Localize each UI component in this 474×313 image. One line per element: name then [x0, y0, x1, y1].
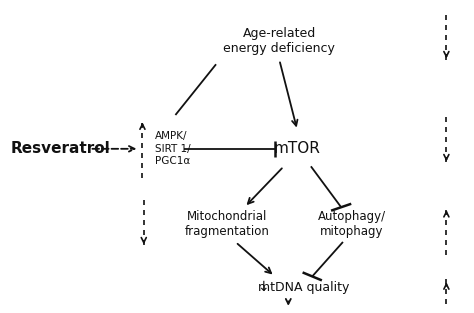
Text: Resveratrol: Resveratrol: [10, 141, 110, 156]
Text: mTOR: mTOR: [274, 141, 321, 156]
Text: mtDNA quality: mtDNA quality: [257, 281, 349, 294]
Text: Autophagy/
mitophagy: Autophagy/ mitophagy: [318, 210, 386, 238]
Text: ↓: ↓: [257, 280, 268, 294]
Text: AMPK/
SIRT 1/
PGC1α: AMPK/ SIRT 1/ PGC1α: [155, 131, 191, 166]
Text: Age-related
energy deficiency: Age-related energy deficiency: [223, 27, 335, 55]
Text: Mitochondrial
fragmentation: Mitochondrial fragmentation: [185, 210, 270, 238]
